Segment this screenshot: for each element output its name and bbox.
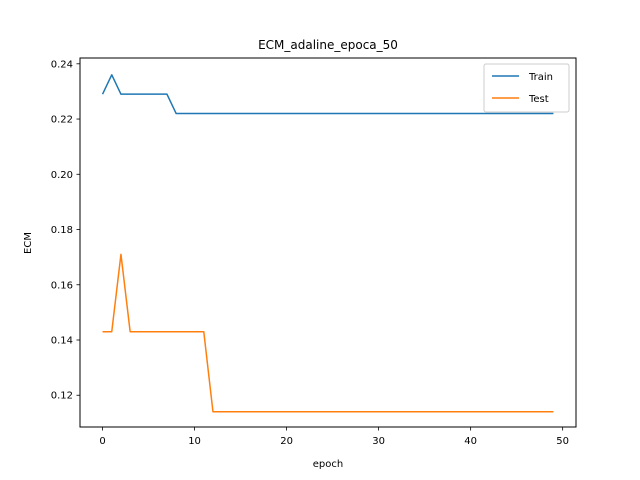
legend-label-test: Test	[528, 94, 549, 105]
x-axis: 0 10 20 30 40 50	[99, 427, 569, 447]
y-axis: 0.12 0.14 0.16 0.18 0.20 0.22 0.24	[51, 59, 80, 402]
y-tick-label: 0.12	[51, 391, 73, 402]
y-tick-label: 0.14	[51, 335, 73, 346]
y-tick-label: 0.24	[51, 59, 73, 70]
legend-label-train: Train	[528, 72, 553, 83]
x-tick-label: 40	[464, 436, 477, 447]
x-tick-label: 20	[280, 436, 293, 447]
x-tick-label: 30	[372, 436, 385, 447]
legend: Train Test	[483, 63, 570, 113]
y-tick-label: 0.18	[51, 225, 73, 236]
x-tick-label: 10	[188, 436, 201, 447]
y-tick-label: 0.22	[51, 115, 73, 126]
series-line-train	[101, 74, 554, 115]
y-tick-label: 0.20	[51, 170, 73, 181]
legend-box	[483, 63, 570, 113]
x-tick-label: 0	[99, 436, 105, 447]
plot-frame	[79, 57, 577, 428]
y-tick-label: 0.16	[51, 280, 73, 291]
x-tick-label: 50	[556, 436, 569, 447]
plot-area	[79, 57, 577, 428]
series-layer	[101, 74, 554, 413]
chart-title: ECM_adaline_epoca_50	[258, 38, 398, 52]
x-axis-label: epoch	[313, 459, 343, 470]
series-line-test	[102, 253, 554, 413]
y-axis-label: ECM	[23, 232, 34, 254]
